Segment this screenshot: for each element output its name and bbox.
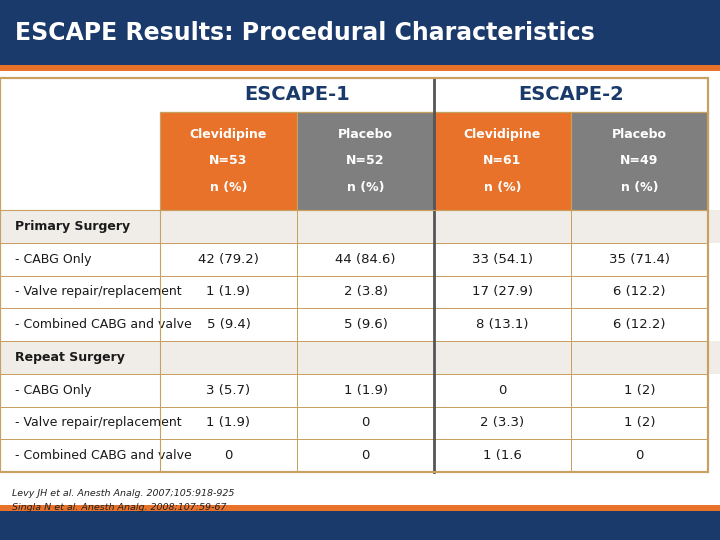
- FancyBboxPatch shape: [0, 439, 720, 472]
- Text: Repeat Surgery: Repeat Surgery: [15, 351, 125, 364]
- Text: - Valve repair/replacement: - Valve repair/replacement: [15, 416, 181, 429]
- Text: - Combined CABG and valve: - Combined CABG and valve: [15, 449, 192, 462]
- Text: Levy JH et al. Anesth Analg. 2007;105:918-925: Levy JH et al. Anesth Analg. 2007;105:91…: [12, 489, 235, 498]
- Text: 3 (5.7): 3 (5.7): [207, 383, 251, 396]
- Text: N=52: N=52: [346, 154, 384, 167]
- Text: 5 (9.4): 5 (9.4): [207, 318, 251, 331]
- Text: 1 (1.9): 1 (1.9): [207, 285, 251, 299]
- Text: 1 (2): 1 (2): [624, 383, 655, 396]
- FancyBboxPatch shape: [0, 308, 720, 341]
- FancyBboxPatch shape: [0, 275, 720, 308]
- FancyBboxPatch shape: [434, 112, 571, 210]
- Text: Clevidipine: Clevidipine: [190, 127, 267, 140]
- Text: 6 (12.2): 6 (12.2): [613, 318, 666, 331]
- Text: N=49: N=49: [621, 154, 659, 167]
- Text: 2 (3.3): 2 (3.3): [480, 416, 525, 429]
- Text: n (%): n (%): [347, 181, 384, 194]
- Text: 6 (12.2): 6 (12.2): [613, 285, 666, 299]
- FancyBboxPatch shape: [0, 243, 720, 275]
- FancyBboxPatch shape: [571, 112, 708, 210]
- Text: Clevidipine: Clevidipine: [464, 127, 541, 140]
- FancyBboxPatch shape: [0, 407, 720, 439]
- FancyBboxPatch shape: [0, 210, 720, 243]
- Text: 0: 0: [225, 449, 233, 462]
- FancyBboxPatch shape: [0, 65, 720, 71]
- Text: n (%): n (%): [621, 181, 658, 194]
- Text: - Valve repair/replacement: - Valve repair/replacement: [15, 285, 181, 299]
- FancyBboxPatch shape: [0, 35, 720, 505]
- FancyBboxPatch shape: [297, 112, 434, 210]
- Text: 1 (1.6: 1 (1.6: [483, 449, 522, 462]
- Text: N=61: N=61: [483, 154, 522, 167]
- Text: Placebo: Placebo: [338, 127, 393, 140]
- Text: ESCAPE Results: Procedural Characteristics: ESCAPE Results: Procedural Characteristi…: [15, 21, 595, 45]
- Text: 1 (2): 1 (2): [624, 416, 655, 429]
- FancyBboxPatch shape: [160, 112, 297, 210]
- Text: 2 (3.8): 2 (3.8): [343, 285, 387, 299]
- Text: ESCAPE-2: ESCAPE-2: [518, 85, 624, 105]
- Text: 17 (27.9): 17 (27.9): [472, 285, 533, 299]
- Text: 33 (54.1): 33 (54.1): [472, 253, 533, 266]
- FancyBboxPatch shape: [0, 0, 720, 65]
- Text: ESCAPE-1: ESCAPE-1: [244, 85, 350, 105]
- Text: - Combined CABG and valve: - Combined CABG and valve: [15, 318, 192, 331]
- FancyBboxPatch shape: [0, 374, 720, 407]
- Text: 0: 0: [498, 383, 507, 396]
- Text: 1 (1.9): 1 (1.9): [343, 383, 387, 396]
- Text: 42 (79.2): 42 (79.2): [198, 253, 259, 266]
- Text: Placebo: Placebo: [612, 127, 667, 140]
- Text: 0: 0: [635, 449, 644, 462]
- Text: 0: 0: [361, 416, 369, 429]
- Text: 0: 0: [361, 449, 369, 462]
- FancyBboxPatch shape: [0, 511, 720, 540]
- Text: 35 (71.4): 35 (71.4): [609, 253, 670, 266]
- Text: Singla N et al. Anesth Analg. 2008;107:59-67: Singla N et al. Anesth Analg. 2008;107:5…: [12, 503, 226, 511]
- Text: 1 (1.9): 1 (1.9): [207, 416, 251, 429]
- Text: Primary Surgery: Primary Surgery: [15, 220, 130, 233]
- FancyBboxPatch shape: [0, 341, 720, 374]
- Text: 44 (84.6): 44 (84.6): [336, 253, 396, 266]
- Text: N=53: N=53: [210, 154, 248, 167]
- Text: 8 (13.1): 8 (13.1): [476, 318, 528, 331]
- Text: - CABG Only: - CABG Only: [15, 253, 91, 266]
- FancyBboxPatch shape: [0, 505, 720, 511]
- Text: - CABG Only: - CABG Only: [15, 383, 91, 396]
- Text: n (%): n (%): [210, 181, 247, 194]
- Text: 5 (9.6): 5 (9.6): [343, 318, 387, 331]
- Text: n (%): n (%): [484, 181, 521, 194]
